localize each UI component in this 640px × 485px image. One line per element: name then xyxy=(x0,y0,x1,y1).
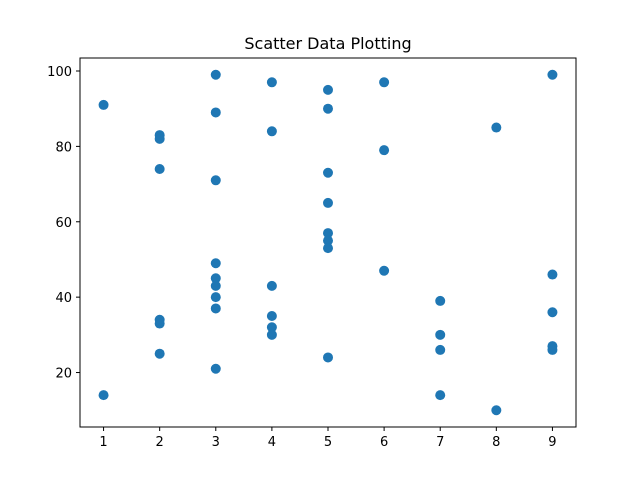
x-tick-label: 9 xyxy=(548,435,556,450)
data-point xyxy=(210,107,221,118)
data-point xyxy=(210,303,221,314)
data-point xyxy=(210,175,221,186)
data-point xyxy=(154,348,165,359)
y-tick-label: 40 xyxy=(55,291,72,306)
data-point xyxy=(323,197,333,208)
data-point xyxy=(435,344,446,355)
data-point xyxy=(210,292,221,303)
data-point xyxy=(98,390,109,401)
data-point xyxy=(435,329,446,340)
x-tick-label: 7 xyxy=(436,435,444,450)
data-point xyxy=(266,280,277,291)
data-point xyxy=(266,311,277,321)
data-point xyxy=(210,258,221,269)
x-axis: 1 2 3 4 5 6 7 8 9 xyxy=(99,427,557,450)
data-point xyxy=(266,126,277,137)
data-point xyxy=(210,280,221,291)
chart-title: Scatter Data Plotting xyxy=(244,34,411,53)
data-point xyxy=(491,405,502,416)
data-point xyxy=(323,235,333,246)
data-point xyxy=(323,228,333,239)
data-point xyxy=(323,167,333,178)
x-tick-label: 2 xyxy=(156,435,164,450)
x-tick-label: 8 xyxy=(492,435,500,450)
data-point xyxy=(154,164,165,174)
x-tick-label: 4 xyxy=(268,435,276,450)
data-point xyxy=(323,103,333,114)
y-axis: 20 40 60 80 100 xyxy=(47,65,80,382)
x-tick-label: 1 xyxy=(99,435,107,450)
data-point xyxy=(547,69,558,80)
data-point xyxy=(435,390,446,401)
x-tick-label: 5 xyxy=(324,435,332,450)
data-point xyxy=(379,145,390,156)
data-point xyxy=(266,322,277,333)
data-point xyxy=(435,295,446,306)
points-layer xyxy=(98,69,558,416)
data-point xyxy=(266,329,277,340)
data-point xyxy=(210,363,221,374)
data-point xyxy=(379,77,390,88)
data-point xyxy=(266,77,277,88)
data-point xyxy=(379,265,390,276)
data-point xyxy=(547,344,558,355)
y-tick-label: 20 xyxy=(55,367,72,382)
data-point xyxy=(210,69,221,80)
y-tick-label: 100 xyxy=(47,65,72,80)
data-point xyxy=(491,122,502,133)
data-point xyxy=(323,352,333,363)
data-point xyxy=(547,269,558,280)
y-tick-label: 60 xyxy=(55,216,72,231)
data-point xyxy=(98,99,109,110)
data-point xyxy=(323,243,333,254)
y-tick-label: 80 xyxy=(55,140,72,155)
data-point xyxy=(154,318,165,329)
data-point xyxy=(210,273,221,284)
data-point xyxy=(154,133,165,144)
x-tick-label: 3 xyxy=(212,435,220,450)
x-tick-label: 6 xyxy=(380,435,388,450)
data-point xyxy=(547,307,558,318)
data-point xyxy=(323,84,333,95)
